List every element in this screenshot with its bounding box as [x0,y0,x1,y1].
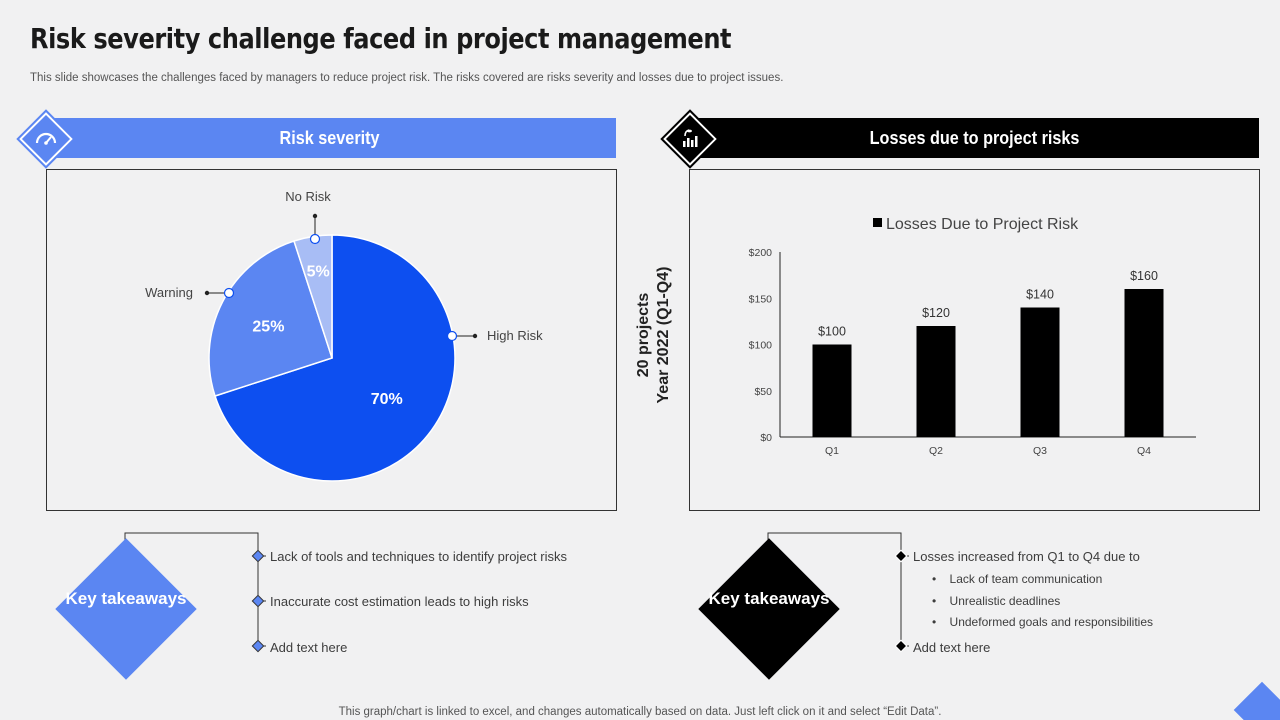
legend-label: Losses Due to Project Risk [886,216,1079,233]
x-tick-label: Q1 [825,445,839,457]
bullet-diamond-icon [251,594,265,608]
y-tick-label: $0 [760,432,772,444]
pie-leader-dot [223,287,235,299]
growth-chart-icon [660,109,720,169]
risk-severity-heading: Risk severity [280,127,380,148]
x-tick-label: Q3 [1033,445,1047,457]
bar-value-label: $140 [1026,288,1054,302]
bar-q2[interactable] [916,326,956,437]
bar-q3[interactable] [1020,307,1060,438]
pie-chart[interactable]: 70% 25% 5% High Risk Warning No Risk [47,170,618,512]
right-bullet-last: Add text here [913,640,991,655]
bullet-diamond-icon [251,639,265,653]
pie-slice-warning[interactable] [208,240,333,397]
key-takeaways-label-left: Key takeaways [65,589,187,608]
bar-value-label: $160 [1130,269,1158,283]
pie-leader-dot [309,233,321,245]
y-tick-label: $150 [749,293,773,305]
y-tick-label: $200 [749,247,773,259]
legend-swatch [873,218,882,227]
bar-q4[interactable] [1124,289,1164,437]
pie-slice-high-risk[interactable] [214,234,456,482]
x-tick-label: Q2 [929,445,943,457]
x-tick-label: Q4 [1137,445,1151,457]
risk-severity-banner: Risk severity [44,118,616,158]
key-takeaways-label-right: Key takeaways [708,589,830,608]
pie-category-label: No Risk [285,189,331,204]
left-bullet-3: Add text here [270,640,348,655]
bar-q1[interactable] [812,344,852,438]
bar-chart-panel: Losses Due to Project Risk $0 $50 $100 $150 $… [689,169,1260,511]
right-bullet-main: Losses increased from Q1 to Q4 due to [913,549,1140,564]
pie-leader-dot [446,330,458,342]
bullet-diamond-icon [894,639,908,653]
bullet-diamond-icon [251,549,265,563]
losses-heading: Losses due to project risks [869,127,1080,148]
pie-value-label: 25% [252,319,284,336]
pie-value-label: 5% [307,264,330,281]
bar-value-label: $100 [818,325,846,339]
y-tick-label: $50 [754,386,772,398]
pie-category-label: High Risk [487,328,543,343]
right-sub-bullet-1: • Lack of team communication [932,572,1103,586]
bullet-diamond-icon [894,549,908,563]
gauge-icon [16,109,76,169]
pie-value-label: 70% [371,391,403,408]
pie-leader-end [312,213,318,219]
page-title: Risk severity challenge faced in project… [30,22,732,55]
bar-value-label: $120 [922,306,950,320]
left-bullet-2: Inaccurate cost estimation leads to high… [270,594,529,609]
pie-leader-end [204,290,210,296]
right-sub-bullet-2: • Unrealistic deadlines [932,594,1061,608]
left-bullet-1: Lack of tools and techniques to identify… [270,549,567,564]
bar-chart[interactable]: Losses Due to Project Risk $0 $50 $100 $150 $… [690,170,1261,512]
losses-banner: Losses due to project risks [690,118,1259,158]
right-sub-bullet-3: • Undeformed goals and responsibilities [932,615,1153,629]
y-tick-label: $100 [749,340,773,352]
footer-note: This graph/chart is linked to excel, and… [338,706,942,718]
pie-chart-panel: 70% 25% 5% High Risk Warning No Risk [46,169,617,511]
pie-leader-end [472,333,478,339]
pie-category-label: Warning [145,285,193,300]
page-subtitle: This slide showcases the challenges face… [30,72,784,84]
